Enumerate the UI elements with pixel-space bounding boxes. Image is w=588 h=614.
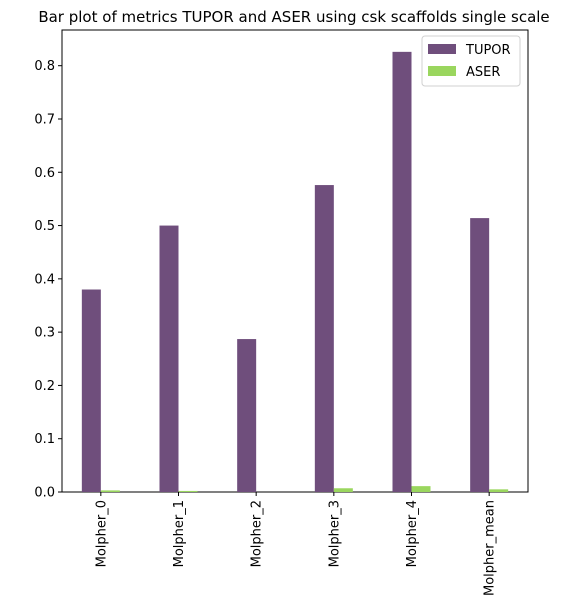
x-tick-label: Molpher_1: [172, 500, 187, 567]
x-tick-label: Molpher_2: [250, 500, 265, 567]
legend-swatch-tupor: [428, 44, 456, 54]
bar-aser-molpher_4: [411, 486, 431, 492]
y-tick-label: 0.4: [34, 272, 55, 287]
legend-label-tupor: TUPOR: [465, 43, 511, 58]
y-tick-label: 0.3: [34, 326, 55, 341]
bar-tupor-molpher_0: [81, 289, 101, 492]
chart-title: Bar plot of metrics TUPOR and ASER using…: [38, 8, 549, 26]
x-tick-label: Molpher_mean: [483, 500, 498, 596]
y-tick-label: 0.0: [34, 486, 55, 501]
y-tick-label: 0.8: [34, 59, 55, 74]
x-tick-label: Molpher_0: [94, 500, 109, 567]
x-tick-label: Molpher_3: [327, 500, 342, 567]
y-tick-label: 0.2: [34, 379, 55, 394]
bar-tupor-molpher_1: [159, 225, 179, 492]
bar-tupor-molpher_mean: [470, 218, 490, 492]
bar-tupor-molpher_3: [314, 185, 334, 493]
plot-area: 0.0 0.1 0.2 0.3 0.4 0.5 0.6 0.7 0.8 Molpher_0 Molp…: [34, 29, 529, 596]
bar-aser-molpher_mean: [489, 489, 509, 492]
y-tick-label: 0.1: [34, 432, 55, 447]
legend-swatch-aser: [428, 66, 456, 76]
legend-label-aser: ASER: [466, 65, 500, 80]
bar-aser-molpher_0: [100, 490, 120, 492]
bar-aser-molpher_3: [333, 488, 353, 492]
y-tick-label: 0.5: [34, 219, 55, 234]
y-tick-label: 0.7: [34, 112, 55, 127]
bar-aser-molpher_1: [178, 490, 198, 492]
plot-frame: [61, 29, 529, 493]
x-tick-label: Molpher_4: [405, 500, 420, 567]
bar-tupor-molpher_4: [392, 51, 412, 493]
y-tick-label: 0.6: [34, 166, 55, 181]
bar-tupor-molpher_2: [237, 339, 257, 492]
